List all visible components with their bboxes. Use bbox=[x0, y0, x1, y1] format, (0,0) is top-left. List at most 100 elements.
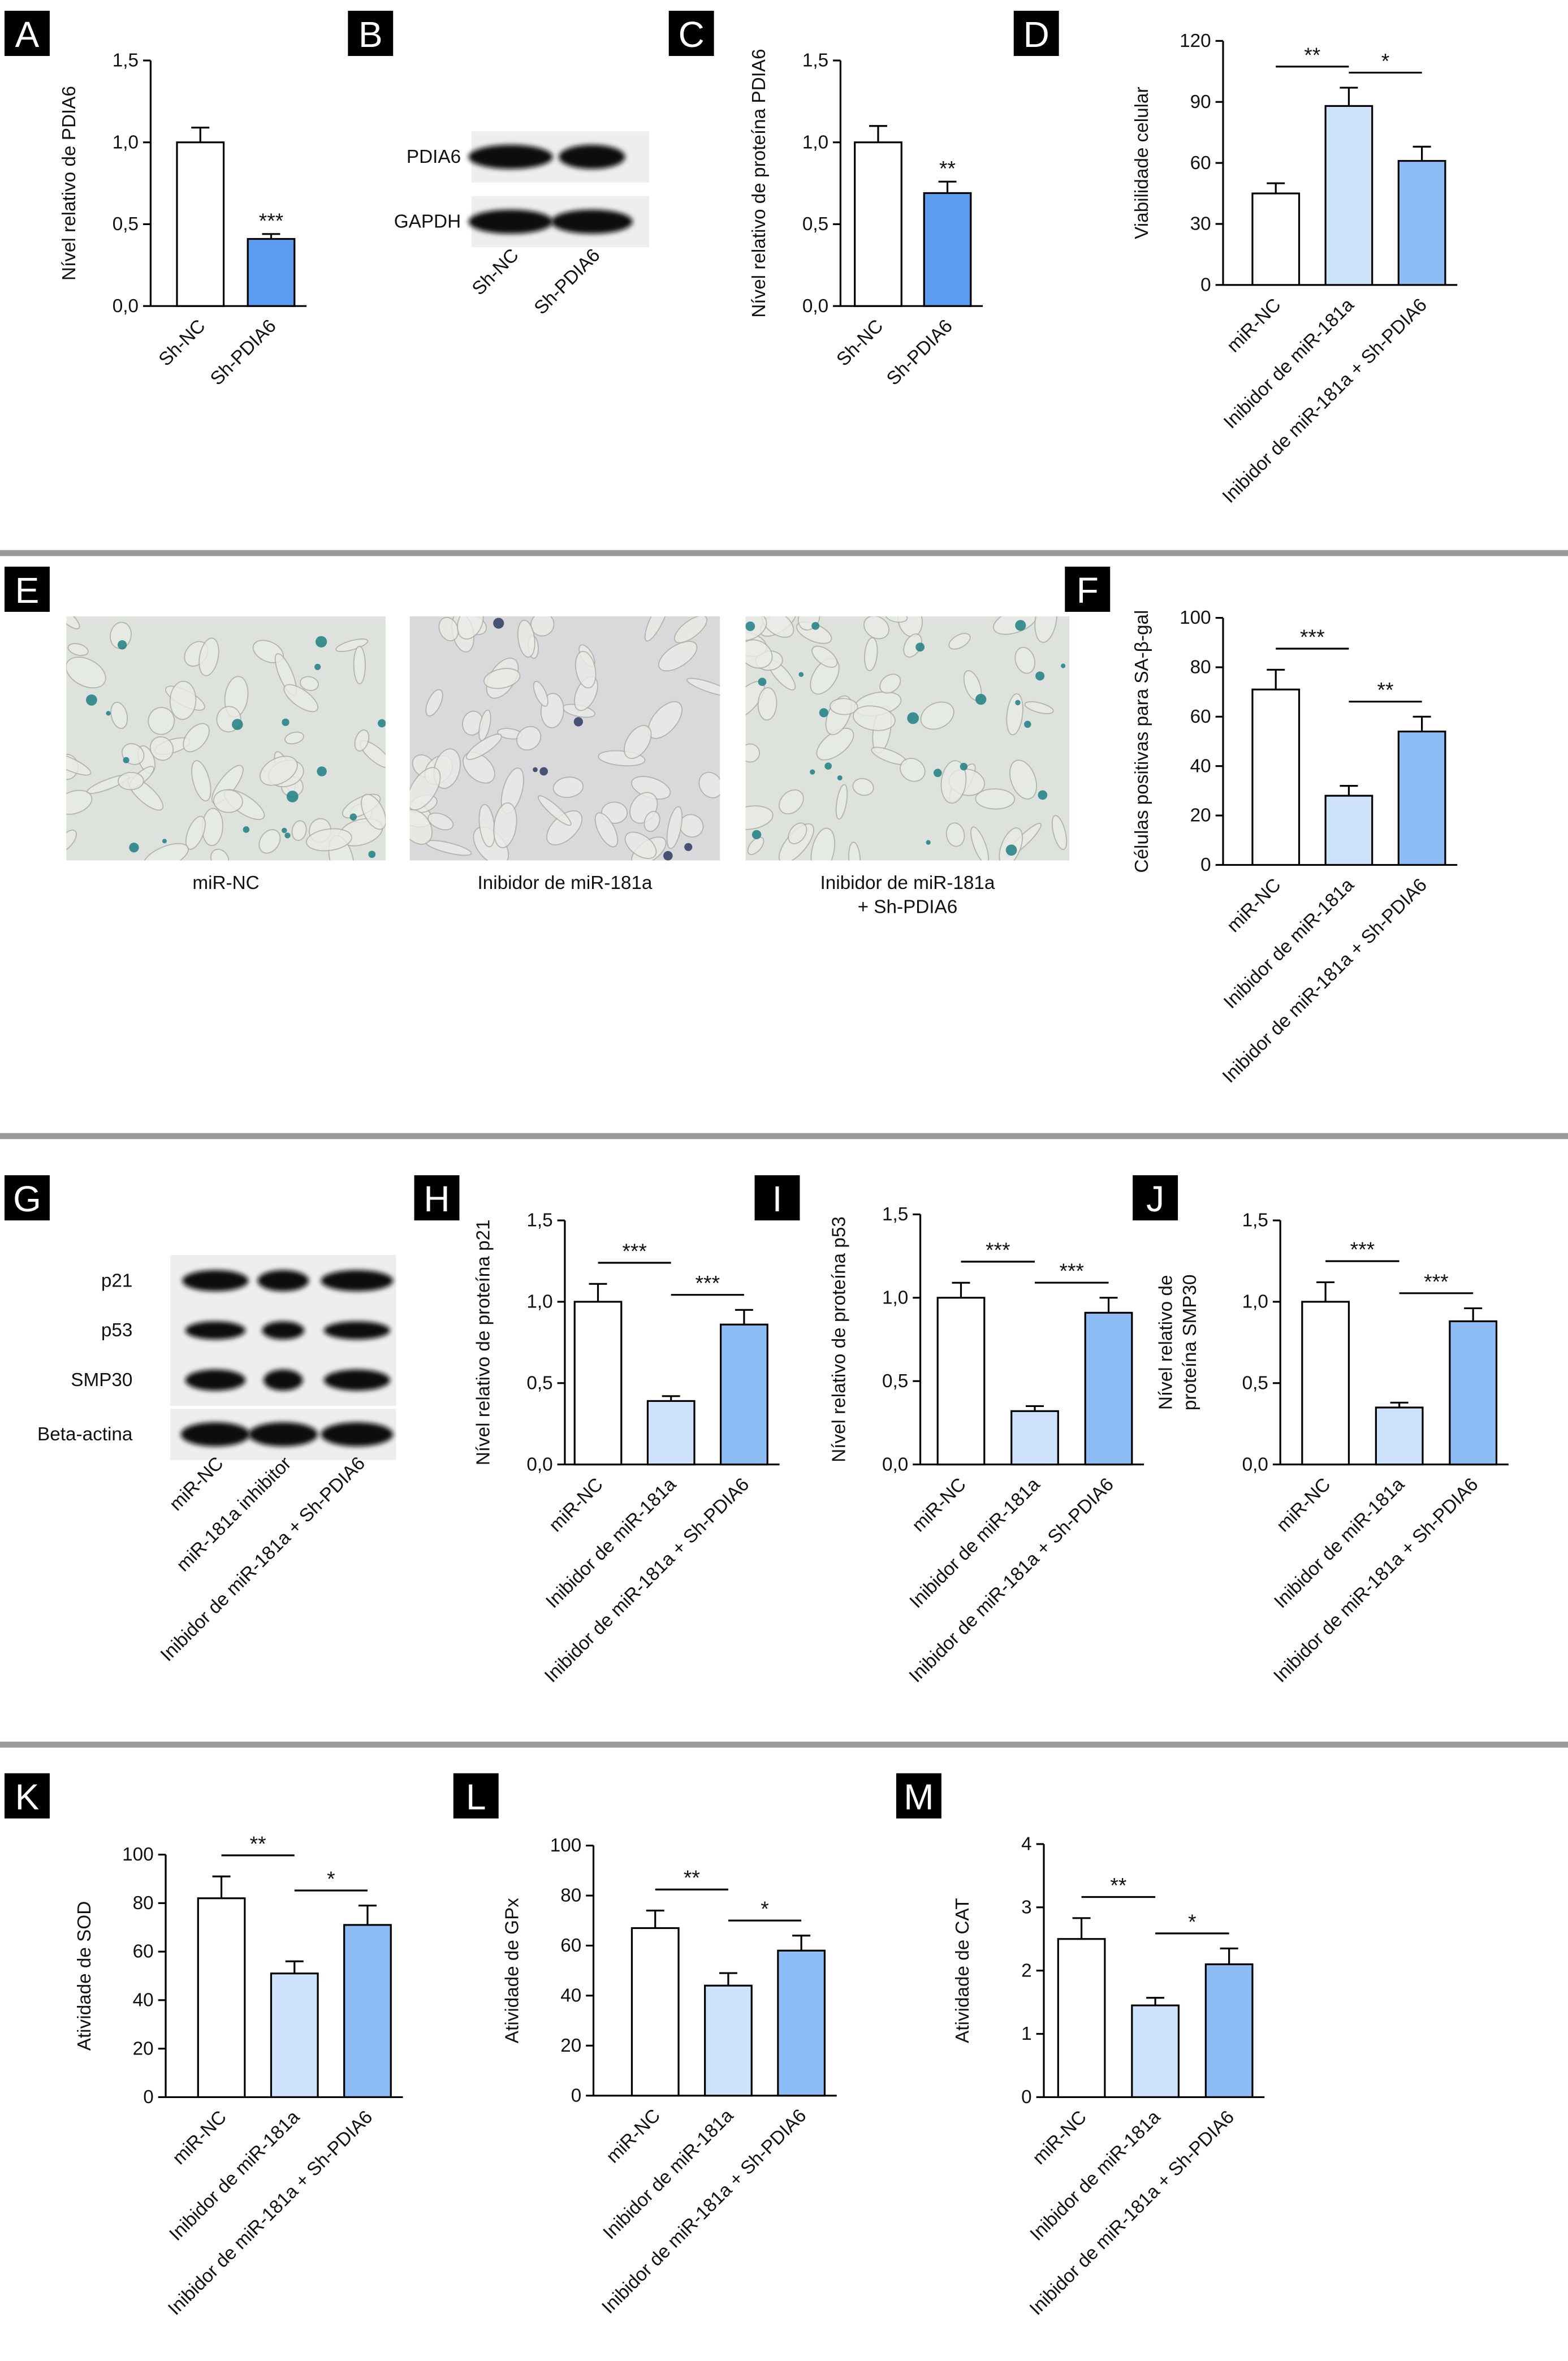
cell bbox=[191, 760, 211, 802]
bar bbox=[1301, 1301, 1350, 1466]
y-tick-label: 40 bbox=[1190, 756, 1211, 776]
y-tick-label: 20 bbox=[133, 2038, 154, 2059]
blot-band bbox=[262, 1321, 305, 1340]
blot-row-label: p21 bbox=[101, 1270, 133, 1291]
panel-label: K bbox=[15, 1777, 40, 1818]
micrograph-content bbox=[409, 616, 720, 861]
bar bbox=[1204, 1963, 1254, 2099]
panel-label: I bbox=[772, 1179, 783, 1219]
blot-band bbox=[323, 1321, 390, 1340]
cell bbox=[1024, 701, 1054, 714]
cell bbox=[533, 680, 548, 707]
stain bbox=[129, 843, 139, 853]
y-tick-label: 60 bbox=[560, 1935, 581, 1956]
bar bbox=[646, 1400, 696, 1466]
cell bbox=[948, 633, 971, 650]
error-bar bbox=[285, 1960, 304, 1974]
error-bar bbox=[646, 1909, 664, 1928]
cell bbox=[259, 756, 298, 786]
panel-label-box bbox=[4, 1773, 50, 1819]
error-bar bbox=[1316, 1281, 1335, 1302]
stain bbox=[926, 840, 931, 845]
cell bbox=[1034, 616, 1058, 643]
cell bbox=[940, 760, 967, 804]
cell bbox=[185, 815, 206, 850]
significance-label: *** bbox=[696, 1271, 720, 1295]
error-bar bbox=[212, 1875, 231, 1898]
error-bar bbox=[1267, 668, 1285, 690]
y-axis-label: Nível relativo de proteína p53 bbox=[828, 1216, 849, 1462]
bar bbox=[630, 1927, 680, 2097]
y-tick-label: 100 bbox=[550, 1835, 582, 1856]
error-bar bbox=[735, 1309, 753, 1325]
panel-label-box bbox=[414, 1175, 460, 1221]
y-tick-label: 0 bbox=[1021, 2087, 1032, 2108]
blot-band bbox=[468, 145, 553, 169]
stain bbox=[663, 851, 673, 861]
stain bbox=[123, 757, 129, 763]
cell bbox=[425, 689, 443, 716]
y-axis-label: Nível relativo de proteína p21 bbox=[473, 1219, 494, 1465]
y-tick-label: 30 bbox=[1190, 214, 1211, 235]
bar bbox=[270, 1972, 319, 2099]
y-tick-label: 0,0 bbox=[882, 1454, 908, 1475]
stain bbox=[282, 718, 290, 726]
panel-label: F bbox=[1077, 570, 1099, 611]
panel-label-box bbox=[1133, 1175, 1178, 1221]
cell bbox=[879, 674, 901, 694]
cell bbox=[537, 795, 572, 826]
y-tick-label: 0,5 bbox=[1242, 1372, 1268, 1393]
cell bbox=[810, 827, 836, 861]
stain bbox=[837, 775, 843, 781]
bar bbox=[1324, 105, 1373, 286]
panel-label-box bbox=[453, 1773, 499, 1819]
y-tick-label: 40 bbox=[560, 1986, 581, 2006]
stain bbox=[745, 621, 755, 631]
cell bbox=[210, 848, 230, 861]
error-bar bbox=[719, 1972, 737, 1986]
stain bbox=[86, 694, 97, 706]
cell bbox=[788, 822, 807, 844]
y-tick-label: 2 bbox=[1021, 1960, 1032, 1981]
significance-label: *** bbox=[1350, 1237, 1375, 1261]
bar bbox=[247, 238, 296, 307]
bar bbox=[1449, 1320, 1498, 1466]
stain bbox=[758, 677, 767, 687]
bar bbox=[1324, 795, 1373, 866]
significance-label: ** bbox=[939, 157, 956, 180]
significance-label: ** bbox=[1110, 1874, 1126, 1897]
image-caption: + Sh-PDIA6 bbox=[858, 897, 958, 918]
cell bbox=[863, 616, 889, 640]
cell bbox=[353, 645, 366, 685]
stain bbox=[243, 826, 250, 833]
cell bbox=[574, 650, 597, 689]
panel-label-box bbox=[4, 11, 50, 56]
panel-label-box bbox=[4, 1175, 50, 1221]
panel-label: H bbox=[424, 1179, 450, 1219]
error-bar bbox=[1099, 1297, 1118, 1313]
cell bbox=[945, 822, 965, 847]
panel-label: A bbox=[15, 14, 40, 55]
y-tick-label: 80 bbox=[1190, 657, 1211, 678]
significance-label: *** bbox=[1300, 625, 1325, 649]
stain bbox=[811, 621, 820, 630]
stain bbox=[810, 769, 815, 775]
y-tick-label: 1,0 bbox=[526, 1292, 552, 1313]
cell bbox=[975, 788, 1016, 810]
bar bbox=[936, 1297, 986, 1466]
bar bbox=[573, 1301, 623, 1466]
cell bbox=[169, 680, 197, 720]
panel-label: D bbox=[1023, 14, 1049, 55]
cell bbox=[284, 731, 304, 745]
y-tick-label: 20 bbox=[1190, 805, 1211, 826]
error-bar bbox=[1340, 87, 1358, 106]
y-axis-label: proteína SMP30 bbox=[1180, 1275, 1200, 1411]
y-tick-label: 0,5 bbox=[113, 214, 139, 235]
y-tick-label: 100 bbox=[1180, 607, 1211, 628]
stain bbox=[539, 767, 548, 776]
error-bar bbox=[1413, 715, 1431, 732]
cell bbox=[658, 641, 698, 672]
cell bbox=[465, 733, 502, 760]
bar bbox=[1251, 192, 1301, 286]
y-tick-label: 1,5 bbox=[526, 1210, 552, 1231]
